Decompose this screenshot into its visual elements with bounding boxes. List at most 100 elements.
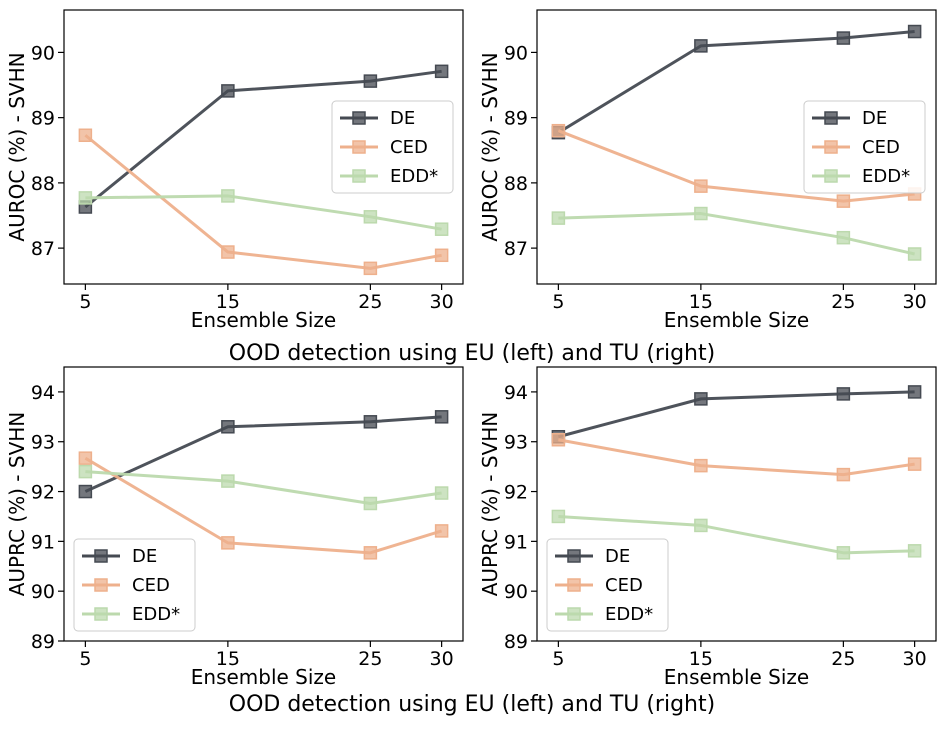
legend-label: CED bbox=[605, 575, 643, 596]
legend-marker bbox=[94, 549, 108, 563]
x-tick-label: 5 bbox=[552, 291, 564, 313]
series-line bbox=[84, 69, 442, 209]
legend-marker bbox=[94, 578, 108, 592]
legend-marker bbox=[824, 169, 838, 183]
series-ced bbox=[551, 123, 922, 208]
legend: DE CED EDD* bbox=[803, 100, 926, 194]
x-tick-label: 30 bbox=[430, 291, 454, 313]
y-tick-label: 88 bbox=[504, 173, 528, 195]
y-tick-label: 91 bbox=[31, 531, 55, 553]
data-point bbox=[78, 484, 93, 499]
data-point bbox=[907, 544, 922, 558]
legend-marker bbox=[567, 578, 581, 592]
data-point bbox=[907, 385, 922, 399]
y-tick-label: 91 bbox=[504, 531, 528, 553]
x-tick-label: 25 bbox=[831, 291, 855, 313]
data-point bbox=[434, 248, 449, 263]
y-tick-label: 87 bbox=[504, 238, 528, 260]
series-edd-star bbox=[551, 509, 922, 560]
series-de bbox=[551, 385, 922, 444]
data-point bbox=[694, 39, 708, 53]
data-point bbox=[836, 194, 851, 208]
series-line bbox=[558, 438, 915, 477]
series-line bbox=[557, 390, 915, 439]
data-point bbox=[836, 230, 851, 245]
series-line bbox=[557, 129, 915, 203]
chart-panel-3: 89 90 91 92 93 94 5 15 25 30 Ensemble Size AUPRC (%… bbox=[5, 366, 464, 689]
data-point bbox=[434, 524, 449, 538]
legend-label: EDD* bbox=[132, 604, 180, 625]
data-point bbox=[836, 387, 851, 401]
data-point bbox=[907, 247, 922, 261]
y-tick-label: 87 bbox=[31, 238, 55, 260]
y-tick-label: 90 bbox=[31, 42, 55, 64]
legend-marker bbox=[567, 549, 581, 563]
data-point bbox=[221, 536, 235, 550]
data-point bbox=[551, 509, 566, 524]
y-tick-label: 93 bbox=[31, 432, 55, 454]
data-point bbox=[836, 467, 851, 482]
x-tick-label: 25 bbox=[358, 291, 382, 313]
x-tick-label: 25 bbox=[831, 648, 855, 670]
y-tick-label: 89 bbox=[31, 108, 55, 130]
series-line bbox=[558, 212, 915, 256]
y-tick-label: 89 bbox=[504, 631, 528, 653]
series-ced bbox=[78, 128, 449, 276]
series-line bbox=[85, 470, 442, 506]
series-line bbox=[557, 30, 915, 134]
data-point bbox=[551, 123, 566, 138]
y-tick-label: 88 bbox=[31, 173, 55, 195]
series-line bbox=[84, 415, 442, 493]
chart-panel-1: 87 88 89 90 5 15 25 30 Ensemble Size AUROC (%) - … bbox=[5, 9, 464, 332]
x-tick-label: 15 bbox=[216, 291, 240, 313]
series-line bbox=[84, 134, 442, 270]
data-point bbox=[907, 24, 922, 39]
x-tick-label: 5 bbox=[79, 648, 91, 670]
legend-label: DE bbox=[390, 108, 415, 129]
legend-marker bbox=[94, 607, 108, 621]
x-axis-title: Ensemble Size bbox=[664, 308, 810, 332]
data-point bbox=[221, 420, 235, 434]
data-point bbox=[551, 432, 566, 447]
data-point bbox=[221, 245, 235, 259]
plot-frame bbox=[536, 9, 937, 285]
y-axis-title: AUROC (%) - SVHN bbox=[5, 52, 29, 241]
y-tick-label: 92 bbox=[31, 482, 55, 504]
plot-frame bbox=[63, 9, 464, 285]
legend-label: DE bbox=[862, 108, 887, 129]
data-point bbox=[363, 546, 378, 560]
series-edd-star bbox=[78, 189, 449, 236]
data-point bbox=[78, 191, 93, 205]
series-line bbox=[84, 456, 443, 555]
y-tick-label: 94 bbox=[504, 382, 528, 404]
legend-label: EDD* bbox=[605, 604, 653, 625]
legend: DE CED EDD* bbox=[546, 538, 669, 632]
x-axis-title: Ensemble Size bbox=[191, 308, 337, 332]
legend-marker bbox=[352, 169, 366, 183]
y-axis-title: AUROC (%) - SVHN bbox=[478, 52, 502, 241]
y-tick-label: 89 bbox=[504, 108, 528, 130]
x-tick-label: 30 bbox=[903, 648, 927, 670]
data-point bbox=[694, 458, 708, 473]
legend-label: CED bbox=[862, 137, 900, 158]
legend-label: CED bbox=[390, 137, 428, 158]
data-point bbox=[363, 415, 378, 429]
x-tick-label: 30 bbox=[430, 648, 454, 670]
y-axis-title: AUPRC (%) - SVHN bbox=[5, 412, 29, 597]
chart-panel-2: 87 88 89 90 5 15 25 30 Ensemble Size AUROC (%) - … bbox=[478, 9, 937, 332]
data-point bbox=[694, 392, 708, 406]
data-point bbox=[78, 451, 93, 465]
data-point bbox=[363, 210, 378, 224]
legend-label: DE bbox=[132, 546, 157, 567]
data-point bbox=[551, 211, 566, 225]
y-tick-label: 94 bbox=[31, 382, 55, 404]
chart-panel-4: 89 90 91 92 93 94 5 15 25 30 Ensemble Size AUPRC (%… bbox=[478, 366, 937, 689]
legend-marker bbox=[567, 607, 581, 621]
data-point bbox=[221, 474, 235, 488]
data-point bbox=[221, 189, 235, 203]
legend-label: EDD* bbox=[862, 166, 910, 187]
x-tick-label: 15 bbox=[689, 648, 713, 670]
data-point bbox=[221, 84, 235, 98]
data-point bbox=[363, 74, 378, 88]
